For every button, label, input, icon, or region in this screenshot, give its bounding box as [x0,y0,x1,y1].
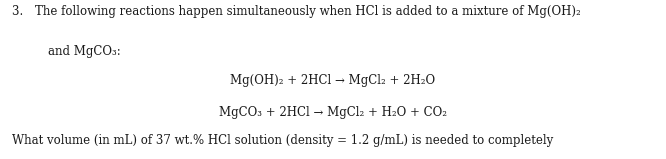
Text: Mg(OH)₂ + 2HCl → MgCl₂ + 2H₂O: Mg(OH)₂ + 2HCl → MgCl₂ + 2H₂O [230,74,436,87]
Text: 3. The following reactions happen simultaneously when HCl is added to a mixture : 3. The following reactions happen simult… [12,5,581,18]
Text: MgCO₃ + 2HCl → MgCl₂ + H₂O + CO₂: MgCO₃ + 2HCl → MgCl₂ + H₂O + CO₂ [219,106,447,119]
Text: and MgCO₃:: and MgCO₃: [48,45,121,58]
Text: What volume (in mL) of 37 wt.% HCl solution (density = 1.2 g/mL) is needed to co: What volume (in mL) of 37 wt.% HCl solut… [12,134,553,147]
